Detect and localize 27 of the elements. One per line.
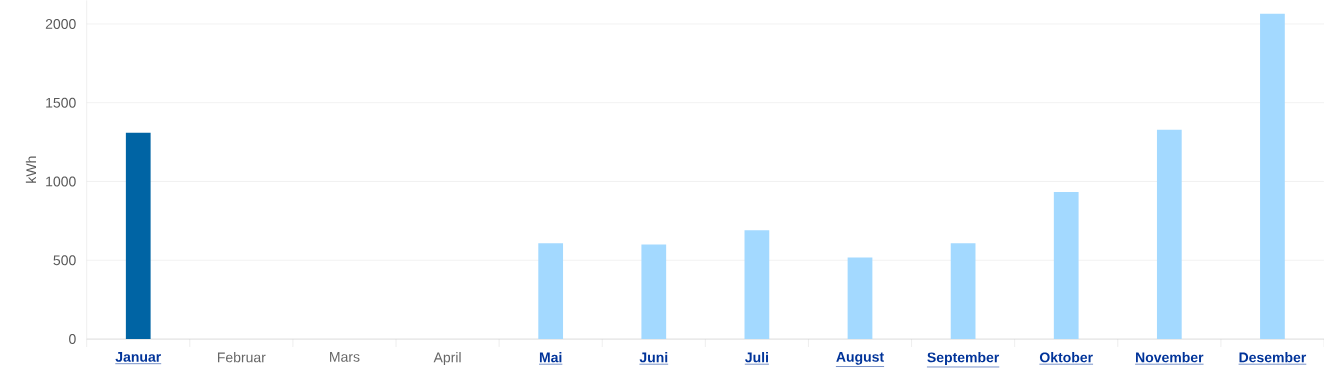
x-tick-label: Juli [745,352,768,363]
y-tick-label: 0 [69,334,76,344]
y-tick-label: 1500 [46,97,76,108]
x-tick-label: September [927,352,1000,366]
y-tick-label: 500 [53,255,76,266]
x-tick-label: Oktober [1039,352,1093,363]
bar [1053,192,1079,339]
bar [1260,13,1285,339]
x-tick-label: Februar [217,352,266,363]
y-axis-title: kWh [25,156,36,183]
x-tick-label: August [836,352,884,365]
bar [538,243,564,339]
x-tick-label: Mai [539,352,562,363]
bar [641,244,667,339]
bar [744,230,770,339]
x-tick-label: Januar [115,352,161,362]
y-tick-label: 1000 [46,176,76,187]
x-tick-label: April [433,352,461,366]
x-tick-label: Mars [330,352,360,362]
x-tick-label: Juni [639,352,668,363]
x-tick-label: Desember [1239,352,1307,363]
bar [847,257,873,339]
bar [125,132,151,339]
y-tick-label: 2000 [45,19,76,29]
bar [950,243,976,339]
x-tick-label: November [1136,352,1204,363]
bar [1156,129,1182,339]
